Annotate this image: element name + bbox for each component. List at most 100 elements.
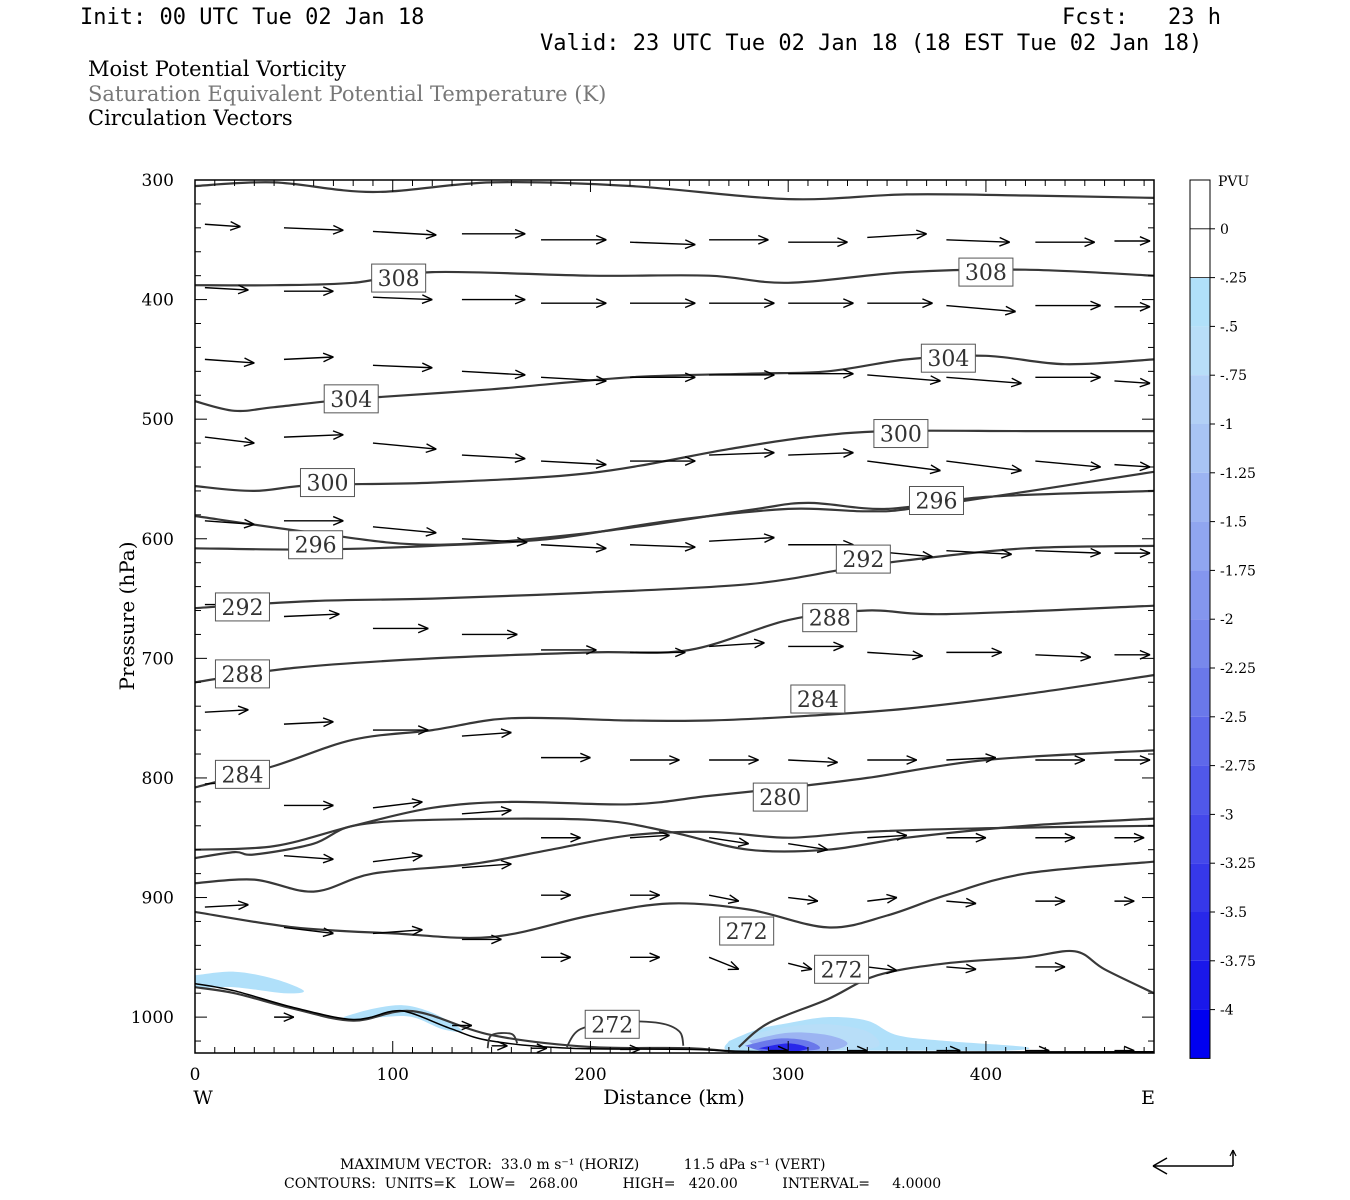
vector-arrow: [283, 717, 334, 728]
y-tick-label: 600: [142, 530, 174, 550]
vector-arrow: [372, 229, 437, 240]
colorbar-swatch: [1190, 277, 1210, 327]
vector-arrow: [1035, 547, 1101, 558]
contour-label: 308: [958, 257, 1014, 287]
vector-arrow: [372, 442, 437, 454]
y-tick-label: 900: [142, 889, 174, 909]
vector-arrow: [1035, 372, 1101, 383]
y-tick-label: 300: [142, 171, 174, 191]
contour-label-text: 300: [880, 423, 922, 448]
x-tick-label: 0: [190, 1065, 201, 1085]
y-tick-label: 700: [142, 649, 174, 669]
vector-arrow: [372, 798, 423, 809]
vector-arrow: [540, 459, 607, 470]
colorbar-label: -2.5: [1220, 710, 1247, 726]
contour-label-text: 296: [295, 534, 337, 559]
vector-arrow: [461, 536, 528, 547]
vector-arrow: [946, 376, 1022, 388]
vector-arrow: [540, 375, 607, 386]
vector-arrow: [1114, 755, 1151, 765]
contour-label-text: 288: [221, 663, 263, 688]
colorbar-label: -3.25: [1220, 856, 1256, 872]
theta-contour-0: [195, 181, 1154, 201]
forecast-hour: Fcst: 23 h: [1062, 5, 1221, 30]
vector-arrow: [708, 837, 750, 848]
vector-arrow: [867, 755, 917, 765]
vector-arrow: [204, 357, 255, 368]
vector-arrow: [1035, 896, 1066, 907]
vector-arrow: [788, 895, 819, 905]
contour-label-text: 272: [591, 1013, 633, 1038]
vector-arrow: [946, 832, 987, 843]
vector-arrow: [372, 925, 423, 936]
theta-contour-2: [195, 354, 1154, 413]
vector-arrow: [788, 641, 844, 652]
vector-arrow: [204, 284, 249, 295]
vector-arrow: [1035, 300, 1101, 311]
vector-arrow: [461, 294, 526, 305]
vector-arrow: [461, 228, 526, 239]
contour-label: 272: [719, 916, 775, 946]
vector-arrow: [461, 934, 502, 945]
contour-label-text: 308: [965, 261, 1007, 286]
circulation-vectors: [204, 221, 1151, 1053]
theta-contour-8: [195, 674, 1154, 789]
vector-arrow: [946, 304, 1016, 316]
x-tick-label: 200: [574, 1065, 606, 1085]
vector-arrow: [709, 533, 775, 544]
colorbar-swatch: [1190, 814, 1210, 864]
vector-arrow: [541, 645, 597, 655]
contour-label-text: 284: [221, 763, 263, 788]
colorbar-swatch: [1190, 521, 1210, 571]
colorbar-label: -4: [1220, 1003, 1234, 1019]
vector-arrow: [630, 456, 696, 466]
vector-arrow: [372, 725, 429, 736]
theta-contour-9: [195, 749, 1154, 851]
colorbar-swatch: [1190, 180, 1210, 229]
contour-label: 292: [214, 592, 270, 622]
reference-vector-arrow-icon: [1152, 1149, 1237, 1175]
vector-arrow: [1114, 548, 1151, 559]
vector-arrow: [204, 518, 255, 529]
pv-colorbar: PVU 0 -.25 -.5 -.75 -1 -1.25 -1.5 -1.75 -2 -2.25 -2…: [1189, 174, 1256, 1059]
contour-label-text: 308: [378, 267, 420, 292]
y-tick-label: 500: [142, 410, 174, 430]
vector-arrow: [1035, 460, 1101, 472]
contour-labels: 308 308 304 304 300 300 296 296 292 292 288 288 284 2…: [214, 257, 1014, 1039]
vector-arrow: [204, 900, 249, 911]
init-time: Init: 00 UTC Tue 02 Jan 18: [80, 5, 425, 30]
vector-arrow: [709, 755, 759, 765]
vector-arrow: [946, 236, 1010, 247]
title-theta-es: Saturation Equivalent Potential Temperat…: [88, 82, 607, 106]
west-label: W: [193, 1087, 213, 1109]
vector-arrow: [372, 362, 433, 373]
contour-label: 304: [323, 384, 379, 414]
vector-arrow: [788, 368, 854, 379]
theta-contour-11: [195, 824, 1154, 893]
vector-arrow: [629, 831, 670, 841]
colorbar-label: -3.75: [1220, 954, 1256, 970]
vector-arrow: [461, 728, 512, 739]
contour-label-text: 272: [726, 920, 768, 945]
vector-arrow: [708, 956, 740, 971]
colorbar-swatch: [1190, 424, 1210, 473]
colorbar-label: -2.75: [1220, 759, 1256, 775]
vector-arrow: [461, 369, 526, 380]
vector-arrow: [372, 526, 437, 537]
pv-region-1: [343, 1005, 463, 1032]
vector-arrow: [541, 298, 607, 309]
vector-arrow: [788, 843, 829, 854]
vector-arrow: [709, 370, 775, 380]
contour-label-text: 296: [915, 489, 957, 514]
vector-arrow: [461, 859, 512, 870]
vector-arrow: [867, 831, 908, 841]
vector-arrow: [630, 298, 696, 309]
contour-label: 284: [790, 684, 846, 714]
colorbar-swatch: [1190, 228, 1210, 278]
theta-contour-14: [738, 949, 1154, 1048]
colorbar-swatch: [1190, 765, 1210, 815]
colorbar-label: -1: [1220, 417, 1234, 433]
vector-arrow: [540, 542, 607, 553]
theta-contour-small-1: [565, 1020, 685, 1048]
